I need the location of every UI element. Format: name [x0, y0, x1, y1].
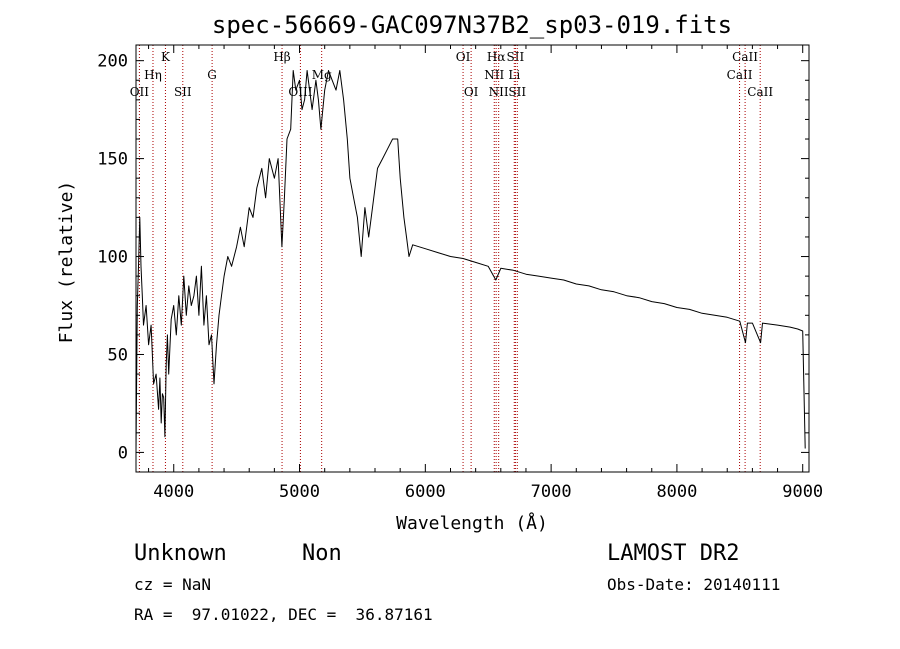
x-axis-label: Wavelength (Å)	[396, 512, 548, 534]
plot-frame	[135, 44, 810, 473]
y-tick-label: 0	[118, 443, 128, 463]
line-marker-label: NII	[484, 68, 504, 82]
spectrum-line	[135, 70, 806, 453]
line-marker-label: CaII	[747, 85, 773, 99]
line-marker-label: Hα	[487, 50, 506, 64]
line-marker-label: NII	[489, 85, 509, 99]
chart-title: spec-56669-GAC097N37B2_sp03-019.fits	[212, 11, 732, 39]
x-tick-label: 7000	[531, 482, 572, 502]
x-tick-label: 8000	[656, 482, 697, 502]
axes: 4000 5000 6000 7000 8000 9000 0 50 100 150 200	[97, 44, 823, 502]
coordinates-label: RA = 97.01022, DEC = 36.87161	[134, 605, 433, 624]
line-marker-label: OI	[464, 85, 479, 99]
class-label: Unknown	[134, 541, 227, 566]
x-tick-label: 9000	[782, 482, 823, 502]
line-marker-label: OI	[456, 50, 471, 64]
line-marker-label: OII	[130, 85, 150, 99]
y-axis-label: Flux (relative)	[56, 181, 77, 344]
line-marker-label: G	[207, 68, 217, 82]
line-marker-label: Mg	[312, 68, 332, 82]
survey-label: LAMOST DR2	[607, 541, 739, 566]
y-tick-label: 50	[108, 345, 128, 365]
cz-label: cz = NaN	[134, 575, 211, 594]
line-marker-label: K	[161, 50, 171, 64]
line-marker-label: SII	[507, 50, 525, 64]
line-marker-label: Hβ	[273, 50, 290, 64]
line-marker-label: Li	[508, 68, 520, 82]
x-tick-label: 5000	[279, 482, 320, 502]
x-tick-label: 4000	[153, 482, 194, 502]
spectrum-layer	[135, 70, 806, 453]
line-marker-label: Hη	[144, 68, 162, 82]
subclass-label: Non	[302, 541, 342, 566]
y-tick-label: 200	[97, 52, 128, 72]
y-tick-label: 100	[97, 248, 128, 268]
obs-date-label: Obs-Date: 20140111	[607, 575, 780, 594]
line-marker-label: CaII	[732, 50, 758, 64]
line-marker-label: CaII	[727, 68, 753, 82]
line-marker-layer: OIIHηKSIIGHβOIIIMgOIOINIIHαNIILiSIISIICa…	[130, 45, 773, 472]
x-tick-label: 6000	[405, 482, 446, 502]
line-marker-label: SII	[508, 85, 526, 99]
line-marker-label: SII	[174, 85, 192, 99]
y-tick-label: 150	[97, 150, 128, 170]
